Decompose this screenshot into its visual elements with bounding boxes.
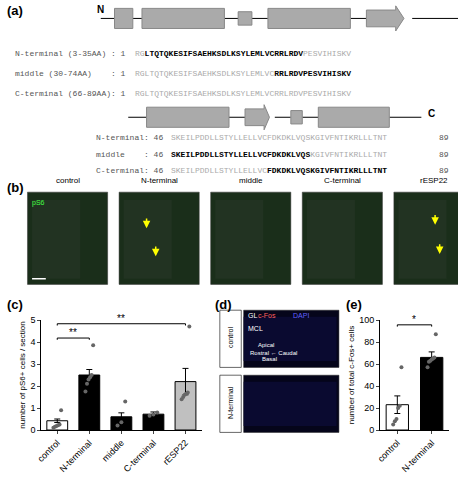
svg-text:control: control	[376, 438, 402, 464]
svg-text:N-terminal: N-terminal	[400, 438, 436, 474]
svg-text:SKEILPDDLLSTYLLELLVCFDKDKLVQSK: SKEILPDDLLSTYLLELLVCFDKDKLVQSKGIVFNTIKRL…	[171, 166, 387, 175]
svg-text:GL: GL	[248, 312, 257, 319]
svg-text:**: **	[69, 327, 77, 338]
svg-text:SKEILPDDLLSTYLLELLVCFDKDKLVQSK: SKEILPDDLLSTYLLELLVCFDKDKLVQSKGIVFNTIKRL…	[171, 133, 387, 142]
svg-text:control: control	[56, 176, 80, 185]
svg-text:(b): (b)	[7, 180, 24, 195]
svg-text:0: 0	[369, 425, 374, 435]
svg-text:rESP22: rESP22	[161, 438, 190, 467]
svg-text:N-terminal: N-terminal	[227, 386, 234, 419]
svg-text:(a): (a)	[7, 3, 23, 18]
svg-text:C-terminal: C-terminal	[324, 176, 361, 185]
svg-text:pS6: pS6	[32, 199, 45, 207]
svg-text:RGLTQTQKESIFSAEHKSDLKSYLEMLVCR: RGLTQTQKESIFSAEHKSDLKSYLEMLVCRRLRDVPESVI…	[135, 89, 351, 98]
svg-text:4: 4	[30, 337, 35, 347]
svg-text:(c): (c)	[7, 297, 23, 312]
svg-text:20: 20	[364, 403, 374, 413]
svg-text:N-terminal (3-35AA) : 1: N-terminal (3-35AA) : 1	[15, 49, 126, 58]
svg-text:MCL: MCL	[248, 325, 263, 332]
svg-text:control: control	[36, 438, 62, 464]
svg-text:C-terminal (66-89AA): 1: C-terminal (66-89AA): 1	[15, 89, 126, 98]
svg-text:89: 89	[439, 150, 449, 159]
svg-text:RGLTQTQKESIFSAEHKSDLKSYLEMLVCR: RGLTQTQKESIFSAEHKSDLKSYLEMLVCRRLRDVPESVI…	[135, 69, 351, 78]
svg-text:rESP22: rESP22	[420, 176, 448, 185]
svg-text:5: 5	[30, 315, 35, 325]
svg-text:DAPI: DAPI	[293, 312, 309, 319]
svg-text:N-terminal: 46: N-terminal: 46	[96, 133, 163, 142]
svg-text:C-terminal: 46: C-terminal: 46	[96, 166, 163, 175]
svg-text:89: 89	[439, 166, 449, 175]
svg-text:number of pS6+ cells / section: number of pS6+ cells / section	[18, 321, 27, 428]
svg-text:middle: middle	[239, 176, 263, 185]
svg-text:89: 89	[439, 133, 449, 142]
svg-text:*: *	[412, 314, 416, 325]
svg-text:(e): (e)	[346, 297, 362, 312]
svg-text:(d): (d)	[215, 297, 232, 312]
svg-text:2: 2	[30, 381, 35, 391]
svg-text:0: 0	[30, 425, 35, 435]
svg-text:number of total c-Fos+ cells: number of total c-Fos+ cells	[347, 326, 356, 424]
svg-text:100: 100	[359, 315, 374, 325]
svg-text:N-terminal: N-terminal	[57, 438, 93, 474]
svg-text:3: 3	[30, 359, 35, 369]
svg-text:N: N	[97, 4, 104, 15]
svg-text:Basal: Basal	[262, 356, 277, 362]
svg-text:middle: middle	[100, 438, 126, 464]
svg-text:middle (30-74AA) : 1: middle (30-74AA) : 1	[15, 69, 126, 78]
svg-text:60: 60	[364, 359, 374, 369]
svg-text:RGLTQTQKESIFSAEHKSDLKSYLEMLVCR: RGLTQTQKESIFSAEHKSDLKSYLEMLVCRRLRDVPESVI…	[135, 49, 351, 58]
svg-text:1: 1	[30, 403, 35, 413]
svg-text:N-terminal: N-terminal	[141, 176, 178, 185]
svg-text:Rostral ← Caudal: Rostral ← Caudal	[250, 350, 297, 356]
svg-text:C-terminal: C-terminal	[122, 438, 158, 474]
svg-text:C: C	[428, 108, 435, 119]
svg-text:c-Fos: c-Fos	[258, 312, 276, 319]
svg-text:Apical: Apical	[258, 342, 274, 348]
svg-text:SKEILPDDLLSTYLLELLVCFDKDKLVQSK: SKEILPDDLLSTYLLELLVCFDKDKLVQSKGIVFNTIKRL…	[171, 150, 387, 159]
svg-text:80: 80	[364, 337, 374, 347]
svg-text:40: 40	[364, 381, 374, 391]
svg-text:**: **	[117, 313, 125, 324]
svg-text:middle : 46: middle : 46	[96, 150, 163, 159]
svg-text:control: control	[227, 327, 234, 348]
